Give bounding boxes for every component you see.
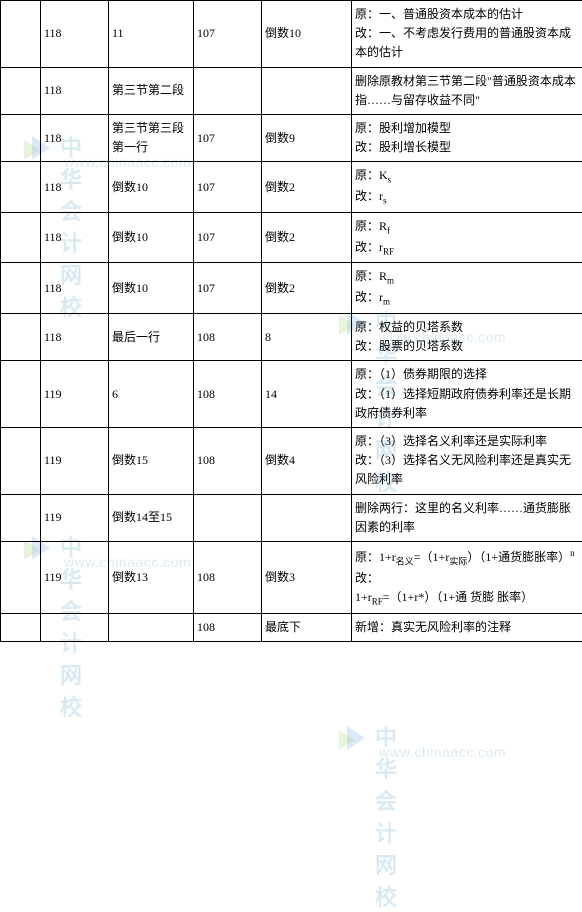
cell-c2: 119 xyxy=(41,494,109,541)
cell-c4: 108 xyxy=(194,613,262,641)
watermark-url-text: www.chinaacc.com xyxy=(379,744,506,760)
cell-c4: 107 xyxy=(194,1,262,68)
table-row: 108最底下新增：真实无风险利率的注释 xyxy=(1,613,582,641)
cell-c3: 倒数10 xyxy=(109,162,194,213)
cell-c4: 108 xyxy=(194,427,262,494)
table-row: 119倒数14至15 删除两行：这里的名义利率……通货膨胀因素的利率 xyxy=(1,494,582,541)
cell-c5: 倒数3 xyxy=(262,541,352,613)
cell-c1 xyxy=(1,494,41,541)
watermark-logo-icon xyxy=(339,722,371,750)
cell-c6: 原：（1）债券期限的选择改：（1）选择短期政府债券利率还是长期政府债券利率 xyxy=(352,361,582,428)
cell-c1 xyxy=(1,613,41,641)
cell-c3 xyxy=(109,613,194,641)
cell-c1 xyxy=(1,67,41,114)
cell-c6: 原：Ks改：rs xyxy=(352,162,582,213)
cell-c2: 118 xyxy=(41,212,109,263)
table-row: 119610814原：（1）债券期限的选择改：（1）选择短期政府债券利率还是长期… xyxy=(1,361,582,428)
table-row: 118倒数10107倒数2原：Rm改：rm xyxy=(1,263,582,314)
table-row: 118第三节第三段第一行107倒数9原：股利增加模型改：股利增长模型 xyxy=(1,114,582,161)
cell-c5: 倒数2 xyxy=(262,263,352,314)
cell-c2: 119 xyxy=(41,427,109,494)
cell-c6: 新增：真实无风险利率的注释 xyxy=(352,613,582,641)
cell-c5: 倒数4 xyxy=(262,427,352,494)
cell-c4: 108 xyxy=(194,361,262,428)
cell-c6: 原：一、普通股资本成本的估计改：一、不考虑发行费用的普通股资本成本的估计 xyxy=(352,1,582,68)
cell-c3: 6 xyxy=(109,361,194,428)
cell-c1 xyxy=(1,361,41,428)
cell-c1 xyxy=(1,162,41,213)
cell-c3: 倒数10 xyxy=(109,212,194,263)
cell-c2: 118 xyxy=(41,162,109,213)
table-row: 118第三节第二段 删除原教材第三节第二段"普通股资本成本指……与留存收益不同" xyxy=(1,67,582,114)
cell-c1 xyxy=(1,263,41,314)
cell-c6: 原：Rf改：rRF xyxy=(352,212,582,263)
cell-c2: 118 xyxy=(41,1,109,68)
cell-c6: 原：股利增加模型改：股利增长模型 xyxy=(352,114,582,161)
cell-c2: 118 xyxy=(41,114,109,161)
changes-table: 11811107倒数10原：一、普通股资本成本的估计改：一、不考虑发行费用的普通… xyxy=(0,0,582,642)
cell-c6: 删除原教材第三节第二段"普通股资本成本指……与留存收益不同" xyxy=(352,67,582,114)
table-row: 11811107倒数10原：一、普通股资本成本的估计改：一、不考虑发行费用的普通… xyxy=(1,1,582,68)
cell-c5 xyxy=(262,494,352,541)
cell-c6: 原：（3）选择名义利率还是实际利率改：（3）选择名义无风险利率还是真实无风险利率 xyxy=(352,427,582,494)
cell-c5: 14 xyxy=(262,361,352,428)
cell-c5: 倒数2 xyxy=(262,162,352,213)
cell-c4: 108 xyxy=(194,541,262,613)
cell-c6: 原：1+r名义=（1+r实际）（1+通货膨胀率）n改：1+rRF=（1+r*）（… xyxy=(352,541,582,613)
cell-c3: 倒数13 xyxy=(109,541,194,613)
table-row: 118最后一行1088原：权益的贝塔系数改：股票的贝塔系数 xyxy=(1,314,582,361)
table-row: 119倒数15108倒数4原：（3）选择名义利率还是实际利率改：（3）选择名义无… xyxy=(1,427,582,494)
cell-c3: 倒数10 xyxy=(109,263,194,314)
watermark-cn-text: 中华会计网校 xyxy=(375,720,397,912)
cell-c4 xyxy=(194,494,262,541)
cell-c2: 118 xyxy=(41,263,109,314)
table-row: 119倒数13108倒数3原：1+r名义=（1+r实际）（1+通货膨胀率）n改：… xyxy=(1,541,582,613)
cell-c4: 107 xyxy=(194,212,262,263)
table-row: 118倒数10107倒数2原：Ks改：rs xyxy=(1,162,582,213)
cell-c1 xyxy=(1,1,41,68)
cell-c5: 倒数9 xyxy=(262,114,352,161)
cell-c3: 第三节第三段第一行 xyxy=(109,114,194,161)
cell-c2: 118 xyxy=(41,67,109,114)
cell-c4: 107 xyxy=(194,263,262,314)
cell-c5: 最底下 xyxy=(262,613,352,641)
cell-c4 xyxy=(194,67,262,114)
cell-c3: 倒数14至15 xyxy=(109,494,194,541)
cell-c1 xyxy=(1,541,41,613)
cell-c2: 119 xyxy=(41,541,109,613)
cell-c2 xyxy=(41,613,109,641)
cell-c3: 11 xyxy=(109,1,194,68)
cell-c5: 倒数10 xyxy=(262,1,352,68)
cell-c2: 119 xyxy=(41,361,109,428)
cell-c4: 107 xyxy=(194,162,262,213)
table-row: 118倒数10107倒数2原：Rf改：rRF xyxy=(1,212,582,263)
cell-c5: 倒数2 xyxy=(262,212,352,263)
cell-c2: 118 xyxy=(41,314,109,361)
cell-c1 xyxy=(1,212,41,263)
cell-c6: 删除两行：这里的名义利率……通货膨胀因素的利率 xyxy=(352,494,582,541)
cell-c6: 原：Rm改：rm xyxy=(352,263,582,314)
cell-c4: 107 xyxy=(194,114,262,161)
cell-c1 xyxy=(1,427,41,494)
cell-c4: 108 xyxy=(194,314,262,361)
cell-c5: 8 xyxy=(262,314,352,361)
cell-c3: 最后一行 xyxy=(109,314,194,361)
cell-c5 xyxy=(262,67,352,114)
cell-c3: 倒数15 xyxy=(109,427,194,494)
cell-c3: 第三节第二段 xyxy=(109,67,194,114)
cell-c1 xyxy=(1,314,41,361)
cell-c6: 原：权益的贝塔系数改：股票的贝塔系数 xyxy=(352,314,582,361)
cell-c1 xyxy=(1,114,41,161)
